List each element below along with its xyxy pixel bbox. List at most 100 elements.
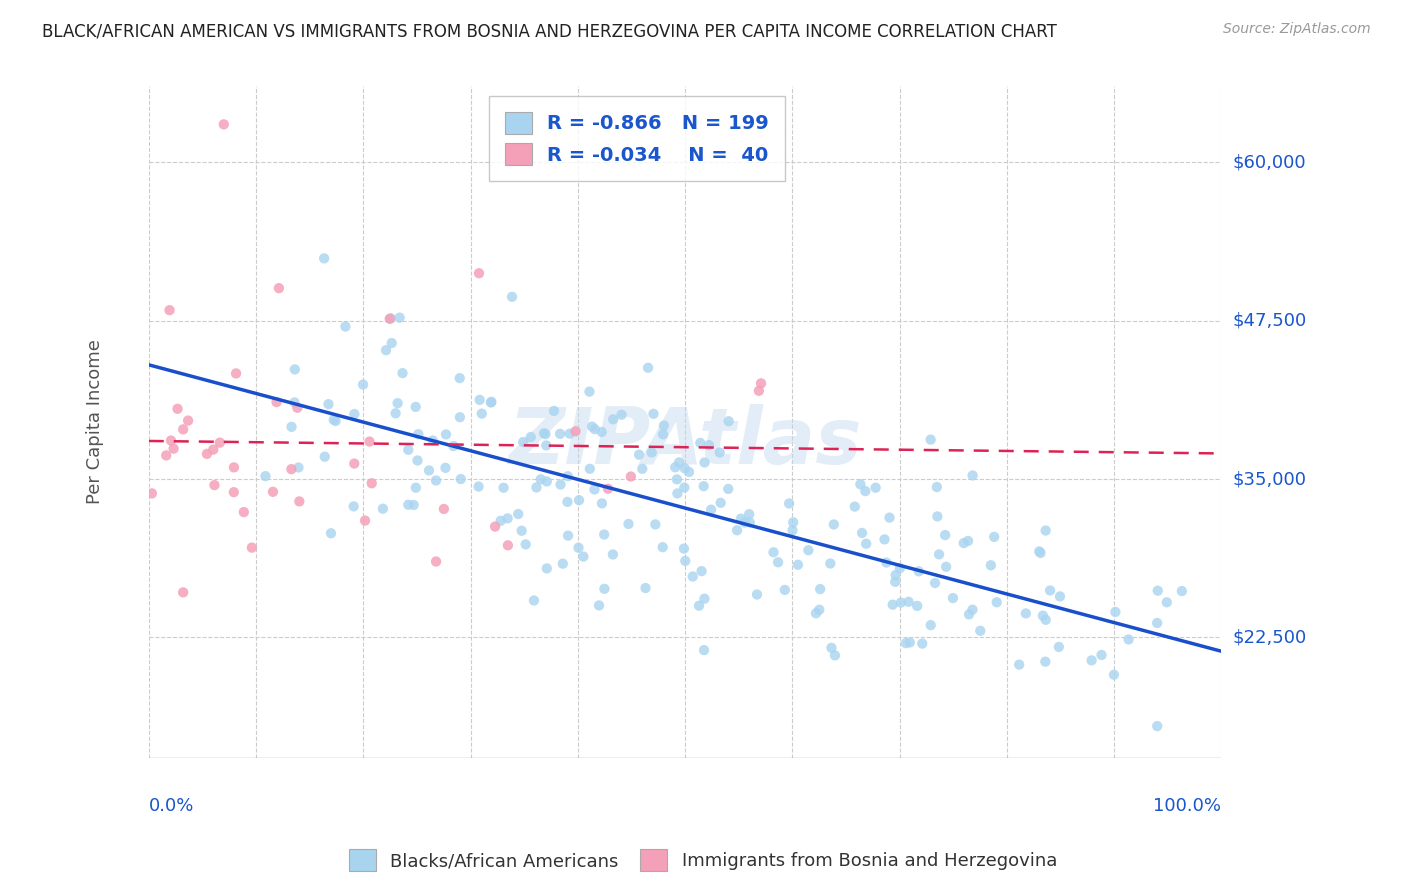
Point [433,502,456,516]
Point [844,500,866,514]
Point [745,587,768,601]
Point [782,516,804,530]
Point [890,596,912,610]
Point [672,541,695,556]
Point [787,558,810,572]
Point [924,576,946,591]
Point [402,498,425,512]
Point [1008,657,1031,672]
Point [284,362,307,376]
Point [692,479,714,493]
Point [898,635,921,649]
Text: 100.0%: 100.0% [1153,797,1222,814]
Point [449,410,471,425]
Point [678,465,700,479]
Point [512,435,534,450]
Point [408,427,430,442]
Point [515,537,537,551]
Point [422,434,444,448]
Point [523,593,546,607]
Point [360,476,382,491]
Point [583,422,606,436]
Point [380,311,402,326]
Point [467,479,489,493]
Point [986,595,1008,609]
Point [1032,608,1054,623]
Point [717,414,740,428]
Point [1080,653,1102,667]
Point [581,419,603,434]
Point [343,457,366,471]
Point [1049,590,1071,604]
Point [283,395,305,409]
Point [371,501,394,516]
Point [725,523,748,537]
Point [957,607,980,622]
Text: Per Capita Income: Per Capita Income [86,340,104,505]
Point [820,557,842,571]
Point [536,438,558,452]
Point [778,496,800,510]
Point [225,367,247,381]
Point [820,640,842,655]
Point [533,426,555,441]
Point [1033,655,1056,669]
Point [254,469,277,483]
Text: $22,500: $22,500 [1233,628,1306,647]
Point [620,469,643,483]
Point [591,425,613,439]
Point [962,468,984,483]
Point [425,554,447,568]
Point [396,498,419,512]
Point [851,525,873,540]
Point [682,569,704,583]
Point [634,581,657,595]
Point [204,478,226,492]
Point [823,517,845,532]
Point [942,591,965,606]
Point [141,486,163,500]
Point [314,252,336,266]
Point [673,481,696,495]
Point [749,376,772,391]
Point [177,413,200,427]
Point [1146,583,1168,598]
Point [375,343,398,358]
Point [1156,595,1178,609]
Point [1035,524,1057,538]
Point [405,481,427,495]
Point [468,392,491,407]
Point [717,482,740,496]
Point [578,384,600,399]
Point [734,516,756,530]
Point [396,442,419,457]
Point [665,472,688,486]
Point [588,599,610,613]
Point [212,117,235,131]
Point [266,395,288,409]
Point [617,516,640,531]
Point [641,445,664,459]
Point [865,481,887,495]
Point [388,310,411,325]
Point [322,413,344,427]
Point [884,568,907,582]
Point [558,426,581,441]
Point [610,408,633,422]
Point [434,460,457,475]
Point [596,482,619,496]
Point [1118,632,1140,647]
Point [222,485,245,500]
Point [710,496,733,510]
Point [222,460,245,475]
Point [285,401,308,415]
Point [797,543,820,558]
Point [520,430,543,444]
Point [897,595,920,609]
Point [449,371,471,385]
Point [882,598,904,612]
Point [384,406,406,420]
Text: Source: ZipAtlas.com: Source: ZipAtlas.com [1223,22,1371,37]
Point [232,505,254,519]
Point [434,427,457,442]
